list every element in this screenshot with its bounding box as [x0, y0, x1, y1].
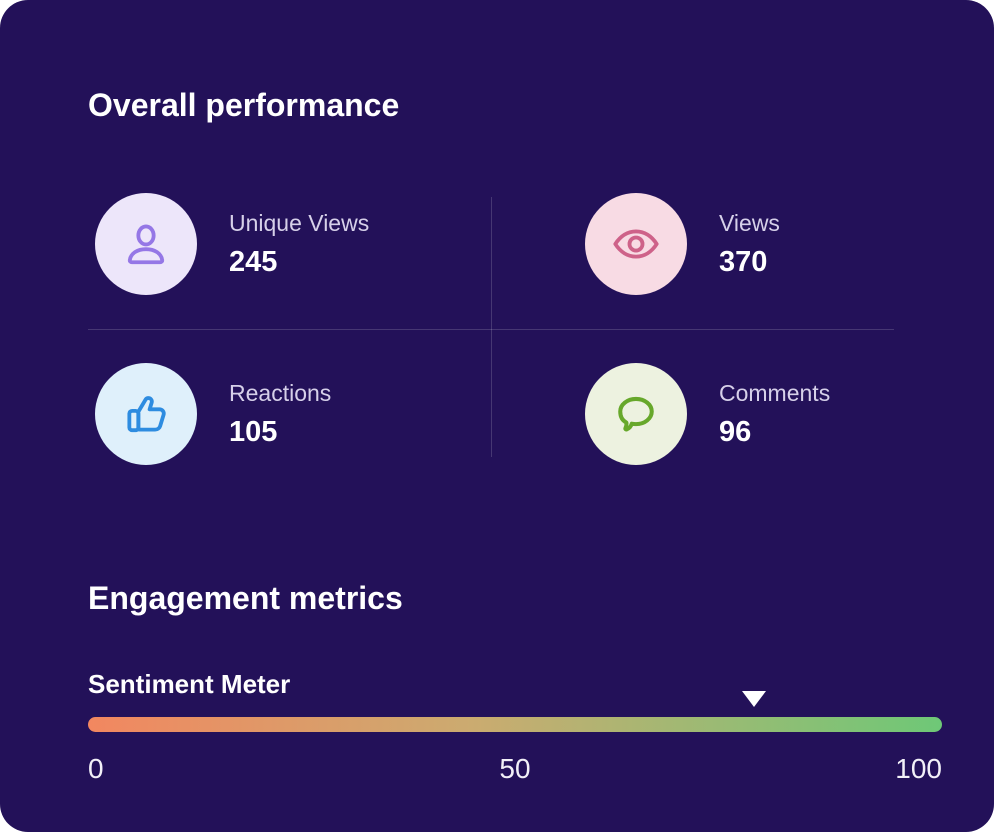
metric-card-reactions: Reactions 105	[88, 329, 491, 499]
metrics-grid: Unique Views 245 Views 370	[88, 159, 894, 499]
vertical-divider	[491, 197, 492, 457]
scale-tick-min: 0	[88, 753, 104, 784]
scale-tick-mid: 50	[499, 753, 531, 784]
metric-value: 105	[229, 415, 278, 448]
engagement-metrics-title: Engagement metrics	[88, 580, 403, 616]
metric-label: Comments	[719, 379, 831, 406]
user-icon	[95, 193, 197, 295]
metric-value: 245	[229, 245, 278, 278]
metric-card-unique-views: Unique Views 245	[88, 159, 491, 329]
sentiment-bar	[88, 717, 942, 732]
metric-label: Reactions	[229, 379, 332, 406]
metric-label: Unique Views	[229, 209, 370, 236]
sentiment-marker	[742, 691, 767, 707]
metric-card-views: Views 370	[491, 159, 894, 329]
sentiment-meter	[88, 691, 942, 732]
scale-tick-max: 100	[895, 753, 942, 784]
eye-icon	[585, 193, 687, 295]
metric-value: 96	[719, 415, 752, 448]
metric-label: Views	[719, 209, 780, 236]
overall-performance-title: Overall performance	[88, 87, 400, 123]
metric-card-comments: Comments 96	[491, 329, 894, 499]
thumbs-up-icon	[95, 363, 197, 465]
sentiment-scale: 0 50 100	[88, 753, 942, 785]
metric-value: 370	[719, 245, 768, 278]
comment-bubble-icon	[585, 363, 687, 465]
sentiment-meter-label: Sentiment Meter	[88, 669, 291, 699]
horizontal-divider	[88, 329, 894, 330]
